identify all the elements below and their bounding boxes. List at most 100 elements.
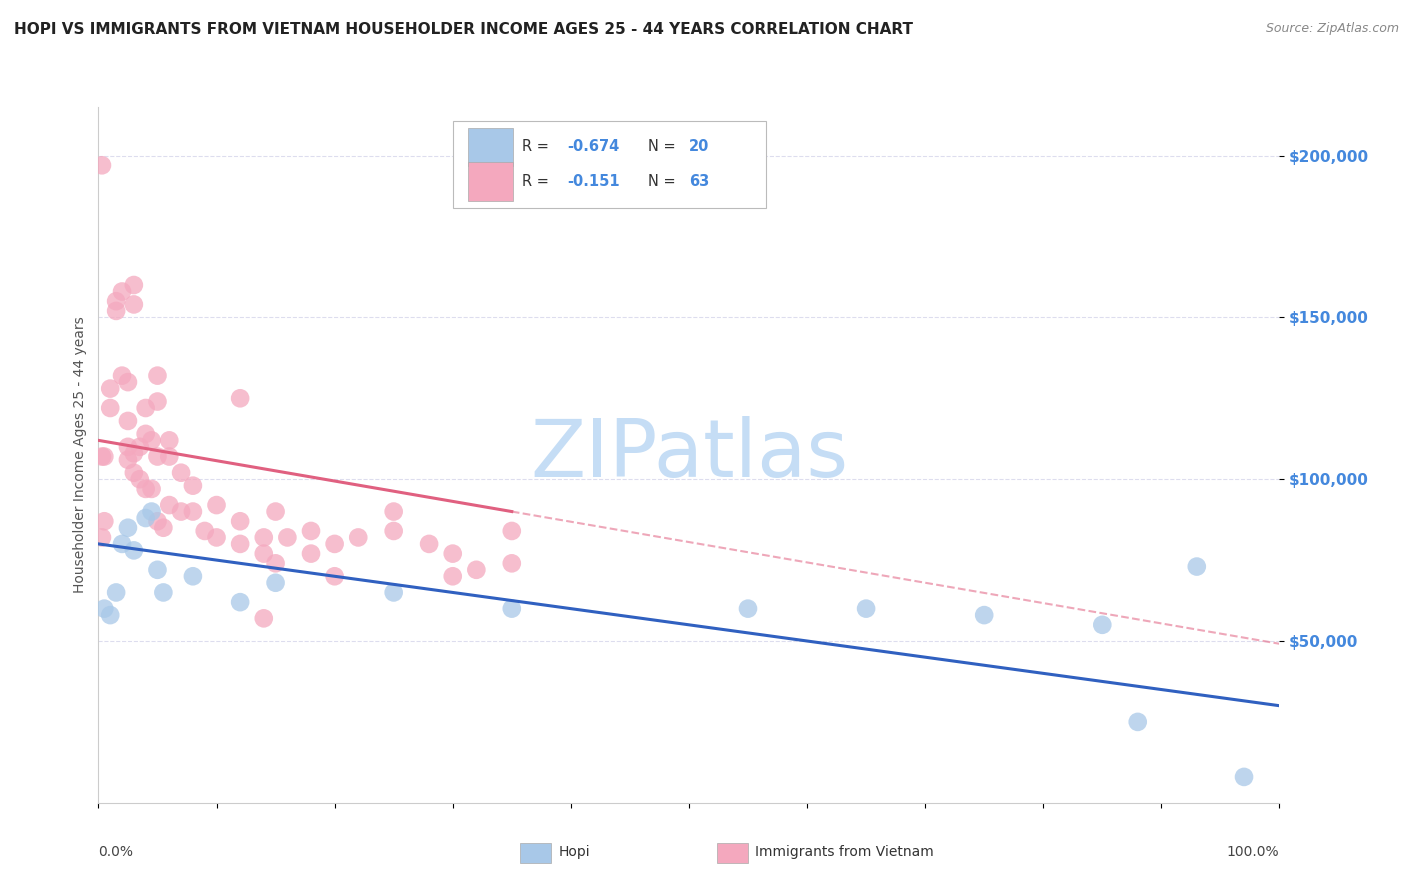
Bar <box>468 128 513 166</box>
Point <box>122 278 145 293</box>
Point <box>141 482 163 496</box>
Point <box>91 158 114 172</box>
Point <box>117 440 139 454</box>
Text: ZIPatlas: ZIPatlas <box>530 416 848 494</box>
Point <box>91 531 114 545</box>
Point <box>122 297 145 311</box>
Point <box>135 511 157 525</box>
Point <box>122 543 145 558</box>
Point <box>91 450 114 464</box>
Text: 20: 20 <box>689 139 709 154</box>
Point <box>253 531 276 545</box>
Point <box>157 450 180 464</box>
Point <box>205 531 228 545</box>
Point <box>157 434 180 448</box>
Point <box>111 285 134 299</box>
Point <box>323 569 346 583</box>
Point <box>105 304 128 318</box>
Point <box>98 401 121 415</box>
Point <box>205 498 228 512</box>
Point <box>98 608 121 623</box>
Point <box>276 531 298 545</box>
Point <box>181 478 204 492</box>
Point <box>229 595 252 609</box>
Text: Immigrants from Vietnam: Immigrants from Vietnam <box>755 845 934 859</box>
Point <box>105 585 128 599</box>
Point <box>1126 714 1149 729</box>
Text: 63: 63 <box>689 174 709 189</box>
Point <box>135 426 157 441</box>
Point <box>501 524 523 538</box>
Point <box>299 547 322 561</box>
Point <box>128 472 150 486</box>
Point <box>111 537 134 551</box>
Point <box>146 450 169 464</box>
Text: Hopi: Hopi <box>558 845 589 859</box>
Point <box>128 440 150 454</box>
Point <box>117 452 139 467</box>
Point <box>1233 770 1256 784</box>
Point <box>855 601 877 615</box>
Point <box>229 392 252 406</box>
Point <box>1185 559 1208 574</box>
FancyBboxPatch shape <box>453 121 766 208</box>
Point <box>141 434 163 448</box>
Text: R =: R = <box>523 139 554 154</box>
Point <box>264 504 287 518</box>
Point <box>117 375 139 389</box>
Point <box>465 563 488 577</box>
Point <box>229 537 252 551</box>
Point <box>299 524 322 538</box>
Point <box>152 585 174 599</box>
Point <box>122 446 145 460</box>
Point <box>135 482 157 496</box>
Point <box>737 601 759 615</box>
Point <box>93 514 115 528</box>
Point <box>264 557 287 571</box>
Point <box>194 524 217 538</box>
Text: N =: N = <box>648 139 681 154</box>
Point <box>382 585 405 599</box>
Point <box>418 537 440 551</box>
Point <box>111 368 134 383</box>
Point <box>253 611 276 625</box>
Point <box>152 521 174 535</box>
Text: 0.0%: 0.0% <box>98 845 134 858</box>
Point <box>146 563 169 577</box>
Point <box>93 601 115 615</box>
Text: -0.151: -0.151 <box>567 174 620 189</box>
Text: Source: ZipAtlas.com: Source: ZipAtlas.com <box>1265 22 1399 36</box>
Point <box>253 547 276 561</box>
Point <box>141 504 163 518</box>
Text: -0.674: -0.674 <box>567 139 620 154</box>
Point <box>323 537 346 551</box>
Point <box>105 294 128 309</box>
Point <box>135 401 157 415</box>
Point <box>973 608 995 623</box>
Point <box>181 569 204 583</box>
Point <box>146 394 169 409</box>
Point <box>117 521 139 535</box>
Point <box>501 601 523 615</box>
Point <box>181 504 204 518</box>
Point <box>93 450 115 464</box>
Point <box>264 575 287 590</box>
Point <box>382 504 405 518</box>
Point <box>146 368 169 383</box>
Point <box>122 466 145 480</box>
Point <box>347 531 370 545</box>
Point <box>98 382 121 396</box>
Point <box>170 466 193 480</box>
Bar <box>468 162 513 201</box>
Point <box>117 414 139 428</box>
Text: R =: R = <box>523 174 554 189</box>
Point <box>441 547 464 561</box>
Point <box>441 569 464 583</box>
Text: 100.0%: 100.0% <box>1227 845 1279 858</box>
Point <box>146 514 169 528</box>
Point <box>229 514 252 528</box>
Point <box>382 524 405 538</box>
Point <box>170 504 193 518</box>
Point <box>501 557 523 571</box>
Y-axis label: Householder Income Ages 25 - 44 years: Householder Income Ages 25 - 44 years <box>73 317 87 593</box>
